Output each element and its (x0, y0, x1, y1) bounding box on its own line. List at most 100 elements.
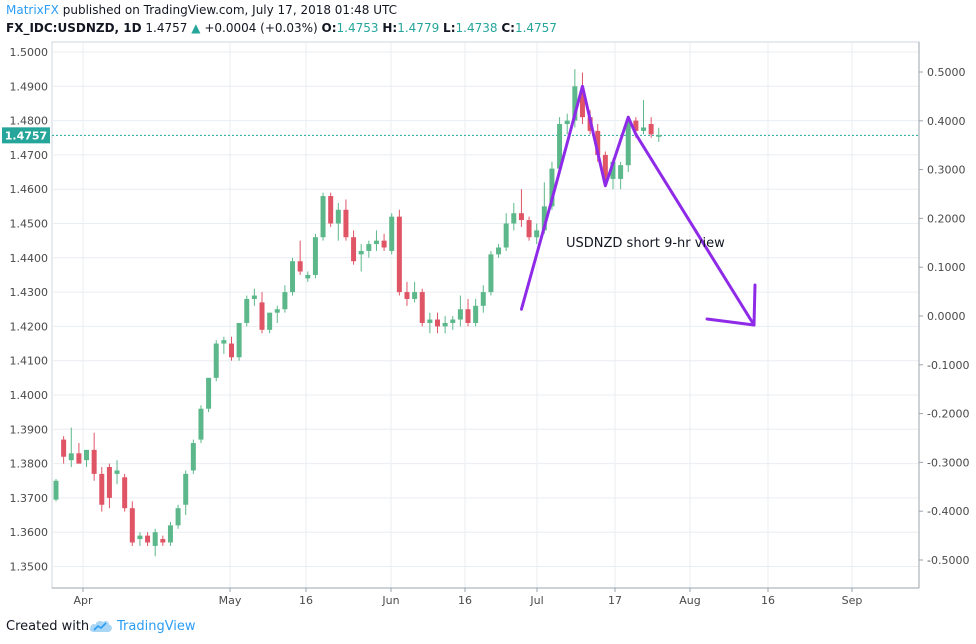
publish-line: MatrixFX published on TradingView.com, J… (6, 3, 397, 17)
candle-up (450, 319, 456, 323)
x-tick-label: 16 (458, 594, 472, 606)
right-tick-label: -0.4000 (927, 505, 969, 518)
candle-up (190, 443, 196, 471)
candle-down (633, 120, 639, 131)
candle-up (282, 292, 288, 310)
x-tick-label: Jul (529, 594, 543, 606)
right-tick-label: -0.3000 (927, 456, 969, 469)
candle-up (572, 86, 578, 121)
chart-footer: Created with TradingView (0, 606, 976, 644)
high-value: 1.4779 (397, 21, 440, 35)
candle-up (610, 161, 616, 179)
candle-down (465, 309, 471, 323)
candle-down (404, 292, 410, 299)
close-value: 1.4757 (514, 21, 557, 35)
right-tick-label: -0.5000 (927, 554, 969, 567)
candle-up (137, 535, 143, 540)
x-tick-label: Sep (842, 594, 863, 606)
right-tick-label: 0.4000 (927, 115, 966, 128)
candle-down (435, 319, 440, 327)
low-label: L: (443, 21, 456, 35)
candle-up (412, 292, 418, 299)
x-tick-label: 16 (299, 594, 313, 606)
candle-up (373, 240, 379, 245)
candle-down (106, 467, 112, 498)
candle-down (259, 302, 265, 330)
short-arrow-line (634, 132, 756, 327)
candle-up (442, 322, 448, 327)
symbol-label: FX_IDC:USDNZD, 1D (6, 21, 142, 35)
candle-down (579, 93, 585, 118)
tradingview-brand-link[interactable]: TradingView (117, 619, 196, 634)
candle-down (76, 453, 82, 464)
y-tick-label: 1.4000 (10, 389, 49, 402)
candle-down (518, 213, 524, 221)
created-with-text: Created with (6, 619, 90, 634)
candle-up (175, 508, 181, 526)
right-tick-label: 0.1000 (927, 261, 966, 274)
candle-down (91, 449, 97, 474)
candle-down (351, 237, 357, 262)
right-tick-label: 0.3000 (927, 164, 966, 177)
published-text: published on TradingView.com, July 17, 2… (62, 3, 397, 17)
x-tick-label: 16 (761, 594, 775, 606)
y-tick-label: 1.4600 (10, 183, 49, 196)
candle-up (114, 470, 120, 474)
y-tick-label: 1.3700 (10, 492, 49, 505)
y-tick-label: 1.4700 (10, 149, 49, 162)
candle-up (213, 343, 219, 378)
candle-up (198, 408, 204, 440)
last-price-label: 1.4757 (5, 129, 47, 142)
close-label: C: (501, 21, 515, 35)
right-tick-label: 0.2000 (927, 212, 966, 225)
y-tick-label: 1.3900 (10, 423, 49, 436)
price-chart[interactable]: 1.3500 1.3600 1.3700 1.3800 1.3900 1.4000 1.41… (0, 0, 976, 606)
candle-down (396, 216, 402, 293)
candle-down (297, 261, 303, 272)
low-value: 1.4738 (455, 21, 498, 35)
chart-header: MatrixFX published on TradingView.com, J… (0, 0, 976, 40)
candle-up (335, 209, 341, 224)
candle-down (122, 477, 128, 509)
candle-up (496, 247, 502, 255)
candle-down (228, 343, 234, 358)
tradingview-cloud-icon (89, 620, 112, 632)
candle-up (511, 213, 517, 224)
candle-up (625, 120, 631, 166)
zigzag-trend-drawing (519, 84, 638, 311)
candle-up (53, 480, 59, 500)
candle-up (221, 340, 227, 344)
candle-up (358, 250, 364, 255)
candle-up (549, 168, 555, 207)
candle-up (503, 223, 509, 248)
candle-up (167, 525, 173, 543)
x-tick-label: May (219, 594, 242, 606)
candle-up (541, 206, 547, 231)
candle-up (641, 127, 647, 131)
author-link[interactable]: MatrixFX (6, 3, 59, 17)
x-tick-label: Aug (679, 594, 700, 606)
candle-up (206, 377, 212, 409)
y-tick-label: 1.5000 (10, 46, 49, 59)
candle-down (602, 154, 608, 183)
x-tick-label: Apr (73, 594, 93, 606)
candle-up (274, 309, 280, 313)
candle-up (267, 312, 273, 330)
candle-up (618, 165, 624, 179)
high-label: H: (382, 21, 398, 35)
open-label: O: (321, 21, 337, 35)
y-tick-label: 1.4300 (10, 286, 49, 299)
candle-down (595, 130, 601, 155)
candle-up (473, 305, 479, 323)
y-tick-label: 1.4200 (10, 320, 49, 333)
price-change: +0.0004 (+0.03%) (204, 21, 318, 35)
candle-up (84, 449, 90, 461)
candle-down (129, 508, 135, 543)
y-tick-label: 1.4400 (10, 252, 49, 265)
candle-up (488, 254, 494, 293)
candle-down (145, 535, 151, 543)
y-tick-label: 1.3500 (10, 561, 49, 574)
candle-up (564, 120, 570, 125)
candle-up (480, 292, 486, 306)
last-price: 1.4757 (145, 21, 188, 35)
